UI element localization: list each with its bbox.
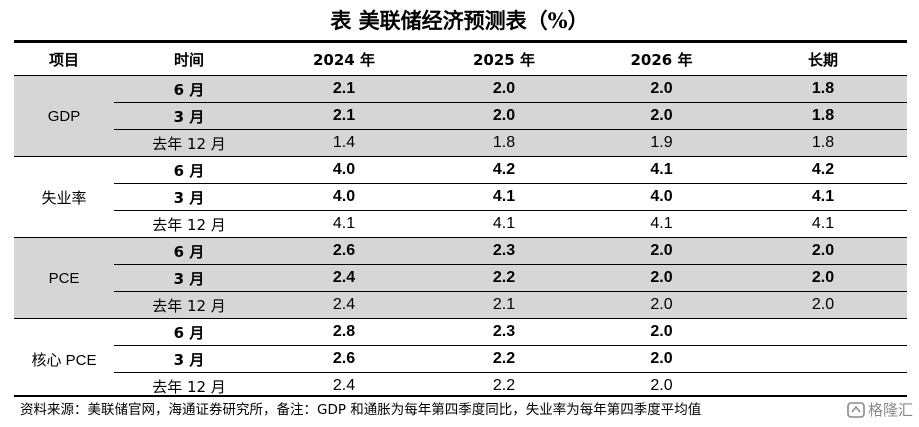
value-cell: 2.4 [264,291,424,319]
header-2024: 2024 年 [313,51,375,69]
value-cell: 4.2 [424,156,584,184]
table-row: 去年 12 月 1.4 1.8 1.9 1.8 [14,129,907,157]
source-note: 资料来源：美联储官网，海通证券研究所，备注：GDP 和通胀为每年第四季度同比，失… [20,402,702,418]
table-row: 3 月 4.0 4.1 4.0 4.1 [14,183,907,211]
value-cell [739,345,907,373]
row-time-label: 3 月 [114,183,264,211]
value-cell: 4.0 [584,183,739,211]
row-time-label: 去年 12 月 [114,372,264,399]
value-cell: 2.0 [424,102,584,130]
value-cell: 2.0 [584,291,739,319]
table-row: 去年 12 月 2.4 2.1 2.0 2.0 [14,291,907,319]
value-cell: 2.0 [584,102,739,130]
value-cell: 2.2 [424,345,584,373]
header-item: 项目 [48,51,79,69]
value-cell: 1.8 [424,129,584,157]
row-item-label: GDP [14,75,114,157]
value-cell: 2.3 [424,237,584,265]
row-time-label: 6 月 [114,237,264,265]
table-row: 3 月 2.6 2.2 2.0 [14,345,907,373]
value-cell: 2.1 [264,75,424,103]
watermark: 格隆汇 [842,398,913,422]
value-cell: 2.6 [264,237,424,265]
value-cell: 1.8 [739,102,907,130]
value-cell: 4.1 [584,156,739,184]
row-time-label: 6 月 [114,318,264,346]
value-cell: 2.0 [584,264,739,292]
value-cell: 1.9 [584,129,739,157]
value-cell: 2.0 [584,372,739,399]
row-time-label: 去年 12 月 [114,291,264,319]
value-cell: 4.0 [264,183,424,211]
value-cell: 1.8 [739,75,907,103]
value-cell [739,372,907,399]
value-cell: 2.0 [584,345,739,373]
value-cell [739,318,907,346]
table-title: 表 美联储经济预测表（%） [330,8,589,33]
header-2026: 2026 年 [630,51,693,69]
value-cell: 4.1 [264,210,424,238]
row-item-label: 失业率 [14,156,114,238]
row-time-label: 3 月 [114,102,264,130]
row-time-label: 3 月 [114,264,264,292]
value-cell: 2.4 [264,264,424,292]
row-time-label: 6 月 [114,75,264,103]
value-cell: 2.8 [264,318,424,346]
watermark-logo-icon [847,402,865,418]
watermark-text: 格隆汇 [867,401,913,419]
header-longrun: 长期 [807,51,838,69]
value-cell: 4.1 [739,183,907,211]
value-cell: 4.1 [424,210,584,238]
table-row: 失业率 6 月 4.0 4.2 4.1 4.2 [14,156,907,238]
value-cell: 2.0 [584,237,739,265]
value-cell: 2.4 [264,372,424,399]
header-row: 项目 时间 2024 年 2025 年 2026 年 长期 [14,44,907,76]
value-cell: 4.1 [584,210,739,238]
value-cell: 2.2 [424,264,584,292]
value-cell: 4.1 [424,183,584,211]
forecast-table: 项目 时间 2024 年 2025 年 2026 年 长期 GDP 6 月 2.1 2… [14,44,907,399]
value-cell: 2.0 [739,237,907,265]
table-row: 核心 PCE 6 月 2.8 2.3 2.0 [14,318,907,399]
value-cell: 2.1 [264,102,424,130]
row-item-label: 核心 PCE [14,318,114,399]
bottom-rule [14,395,907,397]
row-time-label: 6 月 [114,156,264,184]
value-cell: 2.3 [424,318,584,346]
value-cell: 2.6 [264,345,424,373]
table-row: GDP 6 月 2.1 2.0 2.0 1.8 [14,75,907,157]
row-time-label: 去年 12 月 [114,129,264,157]
value-cell: 2.0 [584,318,739,346]
value-cell: 4.1 [739,210,907,238]
value-cell: 2.0 [424,75,584,103]
value-cell: 2.0 [584,75,739,103]
value-cell: 1.8 [739,129,907,157]
value-cell: 4.2 [739,156,907,184]
table-row: 去年 12 月 4.1 4.1 4.1 4.1 [14,210,907,238]
value-cell: 4.0 [264,156,424,184]
value-cell: 1.4 [264,129,424,157]
row-time-label: 3 月 [114,345,264,373]
header-2025: 2025 年 [473,51,535,69]
value-cell: 2.0 [739,291,907,319]
table-body: GDP 6 月 2.1 2.0 2.0 1.8 3 月 2.1 2.0 2.0 1.8 去年 12 月… [14,75,907,399]
value-cell: 2.1 [424,291,584,319]
table-row: 去年 12 月 2.4 2.2 2.0 [14,372,907,399]
table-row: 3 月 2.1 2.0 2.0 1.8 [14,102,907,130]
value-cell: 2.2 [424,372,584,399]
table-row: 3 月 2.4 2.2 2.0 2.0 [14,264,907,292]
table-row: PCE 6 月 2.6 2.3 2.0 2.0 [14,237,907,319]
row-item-label: PCE [14,237,114,319]
value-cell: 2.0 [739,264,907,292]
row-time-label: 去年 12 月 [114,210,264,238]
header-time: 时间 [173,51,204,69]
top-rule [14,40,907,43]
